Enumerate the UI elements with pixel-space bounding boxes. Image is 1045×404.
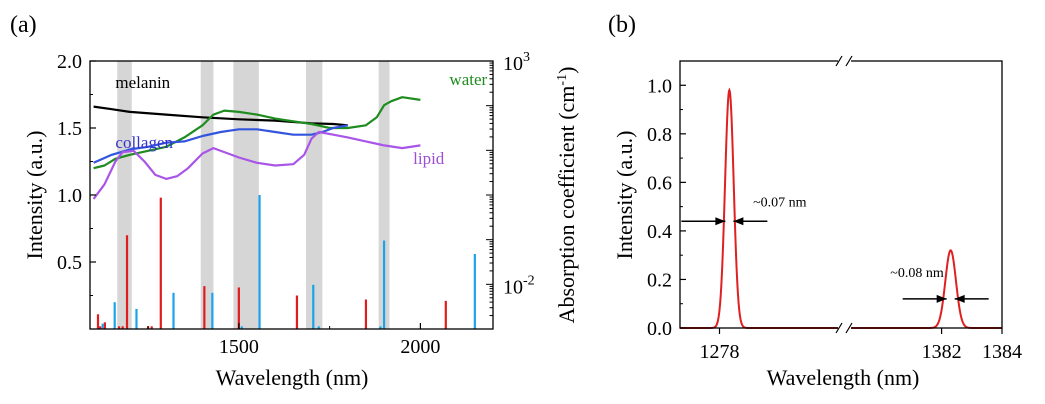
panel-b-label: (b) <box>608 12 636 38</box>
y-tick-label-b: 1.0 <box>647 75 672 97</box>
spectrum-curve <box>680 87 1002 329</box>
x-axis-ticks-b: 1278 1382 1384 <box>700 55 1022 363</box>
x-axis-label-a: Wavelength (nm) <box>216 365 369 390</box>
y-tick-label-a: 2.0 <box>57 51 82 73</box>
fwhm-annotations: ~0.07 nm ~0.08 nm <box>681 196 989 303</box>
spectrum-segment-2 <box>851 249 1002 329</box>
panel-a-label: (a) <box>10 12 37 38</box>
x-axis-label-b: Wavelength (nm) <box>767 365 920 390</box>
absorption-curves <box>92 96 421 200</box>
shaded-band-2 <box>233 61 259 329</box>
right-tick-label: 10-2 <box>503 273 535 298</box>
y-axis-ticks-a: 0.5 1.0 1.5 2.0 <box>57 51 96 296</box>
plot-frame-a <box>89 60 494 330</box>
panel-a: (a) 0.5 1.0 1.5 2.0 1500 2000 103 10-2 melani… <box>10 12 579 390</box>
axis-break-mark <box>835 322 843 334</box>
y-tick-label-b: 0.4 <box>647 221 672 243</box>
fwhm-label-0: ~0.07 nm <box>753 196 807 211</box>
axis-break-gap <box>838 323 851 333</box>
y-tick-label-a: 0.5 <box>57 252 82 274</box>
shaded-band-3 <box>306 61 323 329</box>
y-tick-label-a: 1.5 <box>57 118 82 140</box>
melanin-curve <box>93 105 348 127</box>
right-axis-ticks: 103 10-2 <box>486 50 535 330</box>
axis-break-gap <box>838 56 851 66</box>
water-label: water <box>449 70 487 89</box>
fwhm-label-1: ~0.08 nm <box>890 266 944 281</box>
fwhm-arrowhead-right-0 <box>733 217 744 226</box>
x-tick-label-b: 1384 <box>982 341 1022 363</box>
y-tick-label-b: 0.8 <box>647 124 672 146</box>
shaded-band-0 <box>117 61 132 329</box>
axis-break-mark <box>845 55 853 67</box>
shaded-band-4 <box>378 61 390 329</box>
emission-lines <box>96 195 476 329</box>
shaded-band-1 <box>200 61 214 329</box>
x-tick-label-a: 2000 <box>400 336 440 358</box>
fwhm-arrowhead-right-1 <box>954 294 965 303</box>
y-axis-ticks-b: 0.0 0.2 0.4 0.6 0.8 1.0 <box>647 60 686 340</box>
right-tick-label: 103 <box>503 50 530 75</box>
shaded-bands <box>117 61 390 329</box>
y-tick-label-b: 0.0 <box>647 318 672 340</box>
right-axis-label: Absorption coefficient (cm-1) <box>554 67 579 324</box>
y-tick-label-b: 0.6 <box>647 172 672 194</box>
lipid-label: lipid <box>413 149 445 168</box>
water-curve <box>93 96 421 170</box>
lipid-curve <box>92 130 421 200</box>
y-axis-label-a: Intensity (a.u.) <box>22 131 47 260</box>
melanin-label: melanin <box>115 73 170 92</box>
y-axis-label-b: Intensity (a.u.) <box>612 131 637 260</box>
y-tick-label-a: 1.0 <box>57 185 82 207</box>
x-tick-label-a: 1500 <box>219 336 259 358</box>
axis-break-mark <box>845 322 853 334</box>
x-tick-label-b: 1278 <box>700 341 740 363</box>
axis-break-mark <box>835 55 843 67</box>
x-tick-label-b: 1382 <box>922 341 962 363</box>
y-tick-label-b: 0.2 <box>647 269 672 291</box>
fwhm-arrowhead-left-0 <box>715 217 726 226</box>
x-axis-ticks-a: 1500 2000 <box>147 323 440 358</box>
collagen-label: collagen <box>115 133 173 152</box>
fwhm-arrowhead-left-1 <box>936 294 947 303</box>
series-labels: melanin water collagen lipid <box>115 70 487 168</box>
panel-b: (b) 0.0 0.2 0.4 0.6 0.8 1.0 1278 1382 1384 ~0.0… <box>608 12 1022 390</box>
